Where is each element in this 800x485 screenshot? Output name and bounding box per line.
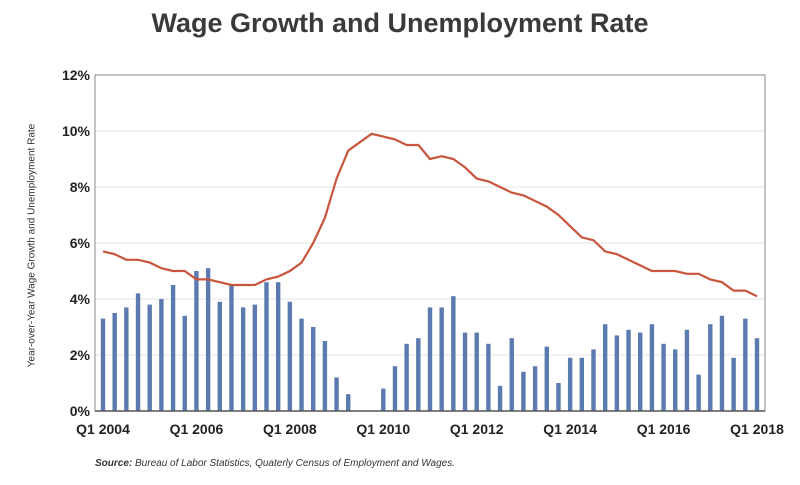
wage-growth-bar	[287, 301, 293, 411]
wage-growth-bar	[591, 349, 596, 411]
wage-growth-bar	[439, 307, 444, 411]
y-tick-label: 0%	[70, 403, 91, 419]
wage-growth-bar	[462, 332, 468, 411]
wage-growth-bar	[556, 383, 561, 411]
wage-growth-bar	[112, 313, 117, 411]
wage-growth-bar	[509, 338, 514, 411]
wage-growth-bar	[427, 307, 433, 411]
y-tick-label: 10%	[62, 123, 91, 139]
wage-growth-bar	[170, 285, 176, 411]
wage-growth-bar	[100, 318, 106, 411]
wage-growth-bar	[602, 324, 608, 411]
wage-growth-bar	[194, 271, 199, 411]
wage-growth-bar	[754, 338, 760, 411]
wage-growth-bar	[135, 293, 141, 411]
y-tick-label: 12%	[62, 67, 91, 83]
wage-growth-bar	[451, 296, 456, 411]
wage-growth-bar	[474, 332, 479, 411]
wage-growth-bar	[182, 315, 187, 411]
y-tick-label: 6%	[70, 235, 91, 251]
wage-growth-bar	[252, 304, 258, 411]
wage-growth-bar	[159, 299, 164, 411]
x-tick-label: Q1 2014	[543, 421, 597, 437]
wage-growth-bar	[311, 327, 316, 411]
wage-growth-bar	[567, 357, 573, 411]
wage-growth-bar	[486, 343, 491, 411]
wage-growth-bar	[264, 282, 269, 411]
y-tick-label: 2%	[70, 347, 91, 363]
y-tick-label: 8%	[70, 179, 91, 195]
wage-growth-bar	[743, 318, 748, 411]
wage-growth-bar	[626, 329, 631, 411]
wage-growth-bar	[124, 307, 129, 411]
wage-growth-bar	[322, 341, 328, 411]
wage-growth-bar	[240, 307, 246, 411]
x-tick-label: Q1 2008	[263, 421, 317, 437]
wage-growth-bar	[392, 366, 398, 411]
wage-growth-bar	[719, 315, 725, 411]
wage-growth-bar	[381, 388, 386, 411]
wage-growth-bar	[708, 324, 713, 411]
source-label: Source:	[95, 458, 133, 469]
x-tick-label: Q1 2018	[730, 421, 784, 437]
wage-growth-bar	[638, 332, 643, 411]
wage-growth-bar	[684, 329, 690, 411]
wage-growth-bar	[147, 304, 152, 411]
y-tick-label: 4%	[70, 291, 91, 307]
wage-growth-bar	[532, 366, 538, 411]
chart-title: Wage Growth and Unemployment Rate	[151, 8, 649, 38]
x-tick-label: Q1 2012	[450, 421, 504, 437]
wage-growth-bar	[649, 324, 655, 411]
wage-growth-bar	[521, 371, 526, 411]
wage-growth-bar	[614, 335, 620, 411]
wage-growth-bar	[275, 282, 281, 411]
x-tick-label: Q1 2004	[76, 421, 130, 437]
wage-growth-bar	[346, 394, 351, 411]
wage-growth-bar	[579, 357, 585, 411]
x-tick-label: Q1 2006	[170, 421, 224, 437]
wage-growth-bar	[404, 343, 409, 411]
wage-growth-bar	[661, 343, 666, 411]
wage-growth-bar	[217, 301, 222, 411]
unemployment-line	[102, 132, 758, 298]
source-note: Source: Bureau of Labor Statistics, Quat…	[95, 458, 455, 469]
wage-growth-bar	[334, 377, 339, 411]
wage-growth-bar	[229, 285, 234, 411]
wage-growth-bar	[416, 338, 421, 411]
source-text: Bureau of Labor Statistics, Quaterly Cen…	[132, 458, 455, 469]
x-tick-label: Q1 2016	[637, 421, 691, 437]
wage-growth-bar	[205, 268, 211, 411]
wage-growth-bar	[497, 385, 503, 411]
wage-growth-bar	[673, 349, 678, 411]
x-tick-label: Q1 2010	[356, 421, 410, 437]
wage-growth-bar	[731, 357, 736, 411]
wage-growth-bar	[299, 318, 304, 411]
wage-growth-bar	[696, 374, 701, 411]
wage-growth-bar	[544, 346, 549, 411]
